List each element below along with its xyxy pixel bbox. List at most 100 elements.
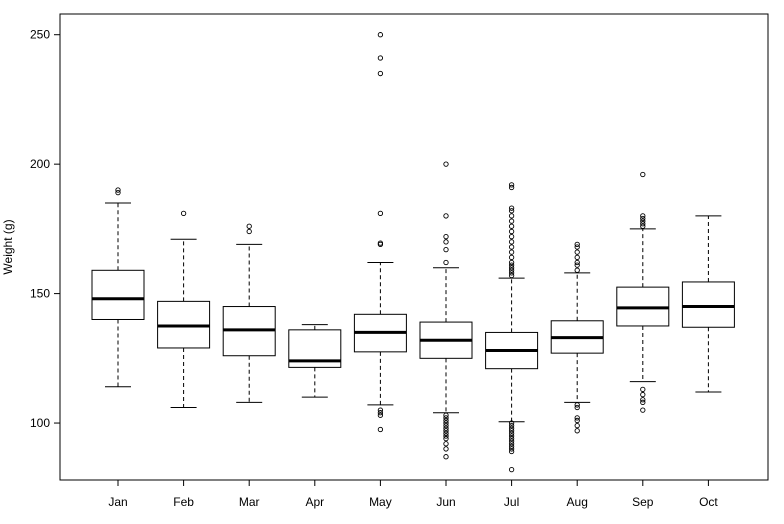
x-tick-label: Jun bbox=[436, 495, 455, 509]
outlier-point bbox=[508, 184, 515, 191]
outlier-point bbox=[574, 415, 580, 421]
outlier-point bbox=[180, 210, 187, 216]
outlier-point bbox=[508, 267, 515, 273]
outlier-point bbox=[115, 187, 121, 193]
outlier-point bbox=[443, 454, 449, 460]
outlier-point bbox=[246, 228, 252, 235]
y-tick-label: 250 bbox=[30, 28, 50, 42]
outlier-point bbox=[508, 218, 515, 224]
box-jan bbox=[91, 187, 145, 388]
box-feb bbox=[157, 210, 211, 409]
outlier-point bbox=[508, 443, 515, 449]
outlier-point bbox=[443, 446, 449, 452]
outlier-point bbox=[443, 420, 449, 426]
outlier-point bbox=[377, 426, 384, 433]
outlier-point bbox=[115, 189, 121, 196]
outlier-point bbox=[508, 239, 515, 245]
outlier-point bbox=[574, 422, 580, 429]
outlier-point bbox=[377, 70, 384, 77]
outlier-point bbox=[377, 210, 384, 216]
iqr-box bbox=[91, 269, 145, 320]
outlier-point bbox=[508, 425, 515, 431]
outlier-point bbox=[574, 428, 580, 434]
outlier-point bbox=[377, 407, 384, 413]
outlier-point bbox=[508, 259, 515, 266]
outlier-point bbox=[508, 422, 515, 429]
outlier-point bbox=[443, 433, 449, 439]
outlier-point bbox=[574, 267, 580, 273]
outlier-point bbox=[377, 412, 384, 418]
outlier-point bbox=[443, 412, 449, 418]
outlier-point bbox=[443, 425, 449, 431]
outlier-point bbox=[640, 386, 646, 393]
outlier-point bbox=[377, 55, 384, 61]
outlier-point bbox=[443, 246, 449, 253]
outlier-point bbox=[508, 208, 515, 214]
outlier-point bbox=[508, 435, 515, 442]
outlier-point bbox=[443, 213, 449, 219]
outlier-point bbox=[508, 265, 515, 271]
box-apr bbox=[288, 324, 342, 398]
iqr-box bbox=[681, 281, 735, 328]
outlier-point bbox=[508, 446, 515, 452]
outlier-point bbox=[508, 430, 515, 437]
outlier-point bbox=[508, 233, 515, 240]
outlier-point bbox=[443, 430, 449, 437]
box-jul bbox=[485, 182, 539, 473]
outlier-point bbox=[574, 402, 580, 408]
x-tick-label: Mar bbox=[239, 495, 260, 509]
x-axis: Jan Feb Mar Apr May Jun Jul Aug Sep Oct bbox=[108, 480, 718, 509]
box-aug bbox=[550, 241, 604, 434]
x-tick-label: Oct bbox=[699, 495, 718, 509]
y-tick-label: 100 bbox=[30, 416, 50, 430]
outlier-point bbox=[508, 182, 515, 188]
outlier-point bbox=[443, 233, 449, 240]
outlier-point bbox=[508, 249, 515, 255]
outlier-point bbox=[640, 221, 646, 227]
outlier-point bbox=[640, 213, 646, 219]
outlier-point bbox=[443, 417, 449, 424]
outlier-point bbox=[574, 259, 580, 266]
outlier-point bbox=[640, 407, 646, 413]
outlier-point bbox=[640, 397, 646, 403]
outlier-point bbox=[508, 244, 515, 250]
outlier-point bbox=[508, 438, 515, 444]
outlier-point bbox=[443, 239, 449, 245]
y-axis: 100 150 200 250 bbox=[30, 28, 60, 430]
box-oct bbox=[681, 215, 735, 393]
outlier-point bbox=[574, 249, 580, 255]
x-tick-label: Jul bbox=[504, 495, 519, 509]
outlier-point bbox=[640, 399, 646, 405]
box-may bbox=[353, 32, 407, 433]
y-tick-label: 200 bbox=[30, 157, 50, 171]
x-tick-label: May bbox=[369, 495, 392, 509]
outlier-point bbox=[443, 259, 449, 266]
outlier-point bbox=[574, 241, 580, 248]
outlier-point bbox=[246, 223, 252, 229]
outlier-point bbox=[508, 228, 515, 235]
box-jun bbox=[419, 161, 473, 460]
box-sep bbox=[616, 171, 670, 413]
outlier-point bbox=[508, 433, 515, 439]
outlier-point bbox=[508, 420, 515, 426]
outlier-point bbox=[574, 417, 580, 424]
box-mar bbox=[222, 223, 276, 403]
outlier-point bbox=[574, 404, 580, 411]
outlier-point bbox=[508, 254, 515, 261]
outlier-point bbox=[640, 215, 646, 222]
outlier-point bbox=[443, 161, 449, 167]
outlier-point bbox=[640, 391, 646, 398]
outlier-point bbox=[508, 466, 515, 473]
x-tick-label: Sep bbox=[632, 495, 654, 509]
boxes-group bbox=[91, 32, 735, 473]
outlier-point bbox=[377, 240, 384, 246]
outlier-point bbox=[640, 218, 646, 224]
outlier-point bbox=[574, 262, 580, 268]
outlier-point bbox=[508, 262, 515, 268]
outlier-point bbox=[508, 441, 515, 447]
outlier-point bbox=[443, 428, 449, 434]
outlier-point bbox=[640, 223, 646, 229]
outlier-point bbox=[508, 448, 515, 455]
outlier-point bbox=[508, 270, 515, 276]
